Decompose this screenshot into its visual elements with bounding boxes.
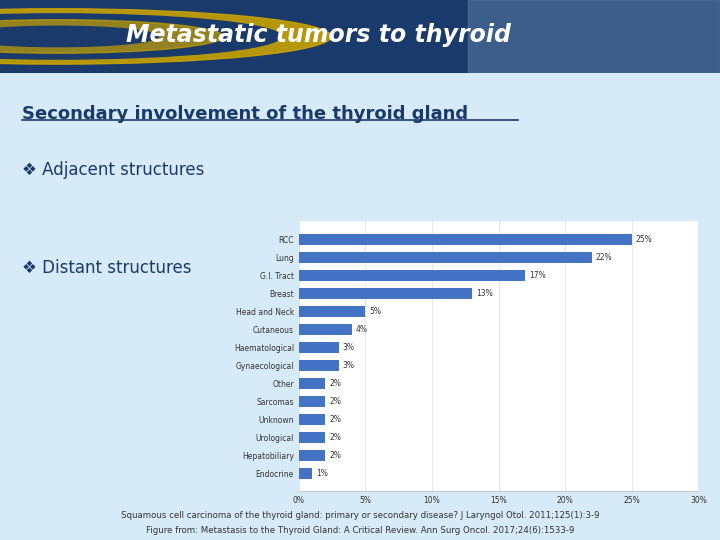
Text: 2%: 2%	[330, 397, 341, 406]
Text: Figure from: Metastasis to the Thyroid Gland: A Critical Review. Ann Surg Oncol.: Figure from: Metastasis to the Thyroid G…	[146, 526, 574, 535]
Text: ❖ Adjacent structures: ❖ Adjacent structures	[22, 161, 204, 179]
Circle shape	[0, 14, 281, 59]
Bar	[299, 270, 526, 281]
Bar	[299, 306, 365, 316]
Bar	[299, 432, 325, 443]
Text: 2%: 2%	[330, 379, 341, 388]
Text: 2%: 2%	[330, 415, 341, 424]
Bar	[299, 342, 339, 353]
Text: Squamous cell carcinoma of the thyroid gland: primary or secondary disease? J La: Squamous cell carcinoma of the thyroid g…	[121, 511, 599, 520]
Circle shape	[0, 9, 331, 64]
Bar	[299, 450, 325, 461]
Circle shape	[0, 26, 158, 46]
Bar	[299, 234, 632, 245]
Bar	[299, 288, 472, 299]
Text: 17%: 17%	[529, 271, 546, 280]
Text: 4%: 4%	[356, 325, 368, 334]
Bar	[299, 396, 325, 407]
Text: 5%: 5%	[369, 307, 382, 316]
Text: 3%: 3%	[343, 343, 355, 352]
Text: 25%: 25%	[636, 234, 652, 244]
Text: 13%: 13%	[476, 289, 492, 298]
Text: Secondary involvement of the thyroid gland: Secondary involvement of the thyroid gla…	[22, 105, 468, 124]
Text: 22%: 22%	[596, 253, 613, 262]
Bar	[299, 378, 325, 389]
Text: 2%: 2%	[330, 433, 341, 442]
Bar	[299, 360, 339, 371]
Text: 3%: 3%	[343, 361, 355, 370]
Text: Metastatic tumors to thyroid: Metastatic tumors to thyroid	[126, 23, 511, 47]
Bar	[299, 414, 325, 425]
Text: 2%: 2%	[330, 451, 341, 460]
Bar	[468, 0, 720, 73]
Text: ❖ Distant structures: ❖ Distant structures	[22, 259, 191, 277]
Bar	[299, 468, 312, 479]
Bar	[299, 324, 352, 335]
Circle shape	[0, 19, 223, 53]
Text: 1%: 1%	[316, 469, 328, 478]
Bar	[299, 252, 592, 262]
